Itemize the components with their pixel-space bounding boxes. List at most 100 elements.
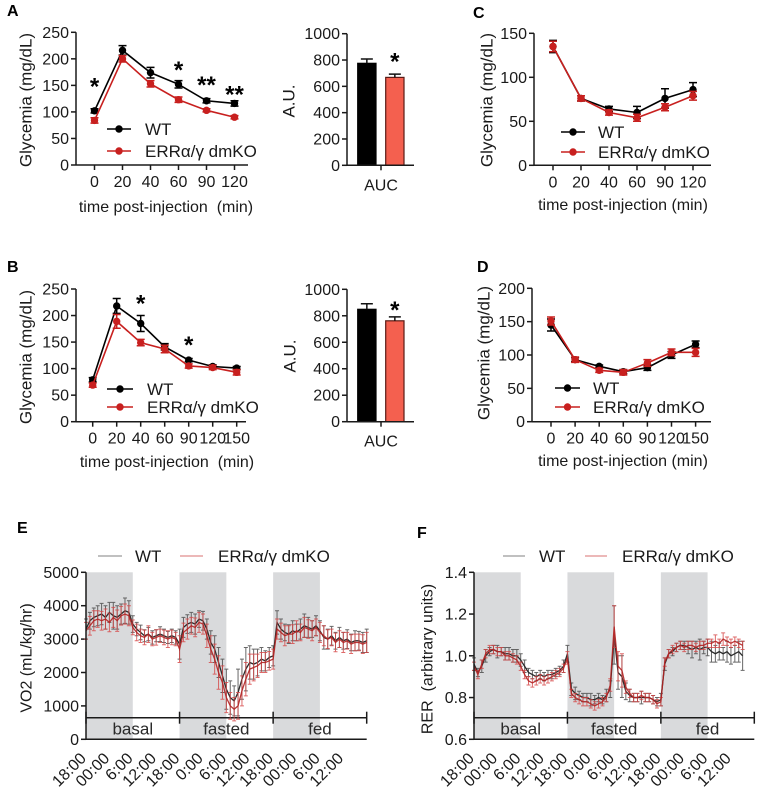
legend-ko-marker bbox=[569, 148, 577, 156]
y-tick-label: 3000 bbox=[43, 632, 79, 649]
y-tick-label: 1.0 bbox=[445, 648, 467, 665]
y-tick-label: 1000 bbox=[304, 26, 340, 43]
y-tick-label: 0 bbox=[516, 414, 525, 431]
legend-ko-label: ERRα/γ dmKO bbox=[145, 142, 257, 161]
legend-wt-marker bbox=[569, 128, 577, 136]
data-point-ko bbox=[689, 92, 697, 100]
x-axis-title: time post-injection (min) bbox=[538, 197, 708, 214]
x-tick-label: 0 bbox=[547, 431, 556, 448]
y-axis-title: Glycemia (mg/dL) bbox=[17, 33, 36, 167]
panel-label-e: E bbox=[17, 520, 28, 537]
significance-marker: * bbox=[136, 291, 146, 318]
panel-f-rer-chart: RER (arbitrary units) WT ERRα/γ dmKO 0.6… bbox=[420, 547, 756, 790]
x-tick-label: 120 bbox=[680, 174, 707, 191]
x-tick-label: 60 bbox=[156, 431, 174, 448]
legend-ko-label: ERRα/γ dmKO bbox=[598, 143, 710, 162]
x-tick-label: 120 bbox=[221, 174, 248, 191]
y-axis-title: Glycemia (mg/dL) bbox=[475, 286, 494, 420]
panel-b-glucose-chart: Glycemia (mg/dL) time post-injection (mi… bbox=[17, 282, 259, 472]
data-point-ko bbox=[90, 116, 99, 125]
legend-wt-label: WT bbox=[145, 120, 171, 139]
y-tick-label: 200 bbox=[313, 131, 340, 148]
y-tick-label: 0 bbox=[518, 158, 527, 175]
data-point-ko bbox=[577, 94, 585, 103]
panel-d-glucose-chart: Glycemia (mg/dL) time post-injection (mi… bbox=[475, 281, 711, 470]
data-point-ko bbox=[619, 368, 627, 377]
legend-wt-label: WT bbox=[147, 380, 173, 399]
y-tick-label: 200 bbox=[42, 308, 69, 325]
y-tick-label: 100 bbox=[42, 104, 69, 121]
x-tick-label: 40 bbox=[590, 431, 608, 448]
x-tick-label: 90 bbox=[656, 174, 674, 191]
y-tick-label: 50 bbox=[51, 388, 69, 405]
legend: WT ERRα/γ dmKO bbox=[561, 123, 710, 162]
x-tick-label: 0 bbox=[88, 431, 97, 448]
data-point-ko bbox=[549, 42, 557, 51]
error-bar-ko bbox=[388, 73, 401, 78]
significance-marker: * bbox=[90, 74, 100, 101]
data-point-ko bbox=[233, 368, 241, 377]
series-line-ko bbox=[85, 613, 367, 711]
legend-ko-label: ERRα/γ dmKO bbox=[593, 398, 705, 417]
y-tick-label: 2000 bbox=[43, 665, 79, 682]
y-tick-label: 400 bbox=[313, 105, 340, 122]
x-tick-label: 20 bbox=[572, 174, 590, 191]
series-line-ko bbox=[93, 57, 235, 121]
bar-ko bbox=[385, 320, 405, 423]
series-line-ko bbox=[552, 46, 694, 119]
x-tick-label: 90 bbox=[180, 431, 198, 448]
significance-marker: ** bbox=[225, 82, 244, 109]
bar-ko bbox=[385, 76, 405, 166]
x-tick-label: 40 bbox=[600, 174, 618, 191]
x-axis-title: time post-injection (min) bbox=[80, 454, 254, 471]
series-line-ko bbox=[473, 626, 743, 707]
legend: WT ERRα/γ dmKO bbox=[555, 379, 705, 417]
significance-marker: * bbox=[390, 297, 400, 324]
x-tick-label: AUC bbox=[364, 434, 398, 451]
error-bar-ko bbox=[740, 640, 745, 651]
y-tick-label: 1.4 bbox=[445, 565, 467, 582]
panel-e-vo2-chart: VO2 (mL/kg/hr) WT ERRα/γ dmKO 0 1000 2000 3… bbox=[19, 547, 369, 790]
panel-c-glucose-chart: Glycemia (mg/dL) time post-injection (mi… bbox=[478, 26, 711, 214]
data-point-ko bbox=[137, 338, 145, 347]
data-point-ko bbox=[230, 113, 239, 121]
data-point-ko bbox=[595, 366, 603, 375]
y-axis-title: RER (arbitrary units) bbox=[420, 584, 437, 734]
x-tick-label: 150 bbox=[682, 431, 709, 448]
series-line-ko bbox=[550, 320, 696, 374]
x-tick-label: 0 bbox=[549, 174, 558, 191]
data-point-ko bbox=[209, 363, 217, 372]
x-tick-label: 60 bbox=[628, 174, 646, 191]
data-point-ko bbox=[633, 114, 641, 122]
y-tick-label: 600 bbox=[313, 79, 340, 96]
y-tick-label: 4000 bbox=[43, 598, 79, 615]
y-tick-label: 150 bbox=[42, 335, 69, 352]
data-point-ko bbox=[661, 103, 669, 111]
y-axis-title: Glycemia (mg/dL) bbox=[478, 33, 497, 167]
phase-label-fed: fed bbox=[696, 719, 720, 738]
x-axis-title: time post-injection (min) bbox=[79, 199, 253, 216]
legend-ko-marker bbox=[115, 147, 123, 155]
data-point-wt bbox=[185, 356, 193, 364]
y-tick-label: 0.6 bbox=[445, 732, 467, 749]
legend-wt-label: WT bbox=[598, 123, 624, 142]
y-tick-label: 250 bbox=[42, 25, 69, 42]
series-line-wt bbox=[552, 46, 694, 114]
y-tick-label: 100 bbox=[500, 70, 527, 87]
data-point-ko bbox=[174, 96, 183, 104]
data-point-wt bbox=[691, 340, 700, 349]
phase-label-basal: basal bbox=[112, 719, 153, 738]
bar-wt bbox=[357, 308, 377, 423]
x-tick-label: AUC bbox=[364, 177, 398, 194]
legend-wt-marker bbox=[115, 125, 123, 133]
y-axis-title: VO2 (mL/kg/hr) bbox=[19, 603, 36, 712]
legend: WT ERRα/γ dmKO bbox=[503, 547, 734, 566]
data-point-ko bbox=[605, 108, 613, 117]
bar-wt bbox=[357, 62, 377, 166]
panel-label-f: F bbox=[417, 525, 427, 542]
data-point-wt bbox=[137, 319, 145, 328]
y-tick-label: 50 bbox=[507, 381, 525, 398]
data-point-wt bbox=[90, 107, 99, 115]
x-tick-label: 20 bbox=[114, 174, 132, 191]
data-point-ko bbox=[691, 348, 700, 357]
